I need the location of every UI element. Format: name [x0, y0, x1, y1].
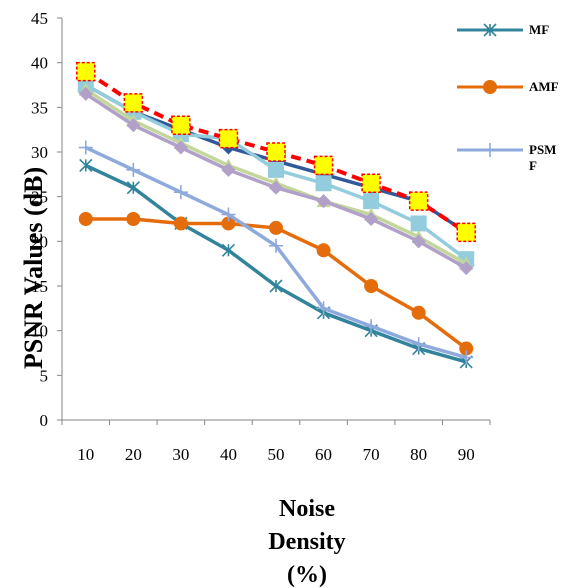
legend-point	[483, 80, 497, 94]
series-psmf-point	[364, 319, 379, 334]
series-7-point	[78, 86, 93, 101]
legend-item-amf: AMF	[457, 79, 559, 94]
series-psmf-point	[316, 301, 331, 316]
y-tick-label: 30	[31, 143, 48, 162]
legend-point	[483, 23, 497, 37]
x-tick-label: 20	[125, 445, 142, 464]
x-tick-label: 40	[220, 445, 237, 464]
series-psmf-point	[126, 162, 141, 177]
series-8-point	[266, 142, 286, 162]
series-8	[76, 61, 476, 243]
x-tick-label: 60	[315, 445, 332, 464]
y-tick-label: 40	[31, 54, 48, 73]
y-tick-label: 25	[31, 188, 48, 207]
legend-label-line: MF	[529, 22, 549, 37]
x-tick-label: 70	[363, 445, 380, 464]
series-7-point	[364, 212, 379, 226]
series-8-point	[76, 61, 96, 82]
series-amf-point	[364, 279, 379, 293]
series-8-point	[218, 128, 239, 149]
y-tick-label: 0	[40, 411, 49, 430]
series-7-point	[126, 118, 141, 133]
series-mf-line	[85, 163, 467, 364]
series-psmf-point	[411, 337, 426, 352]
x-tick-label: 10	[77, 445, 94, 464]
series-7-point	[173, 140, 188, 155]
x-tick-label: 50	[268, 445, 285, 464]
series-7-point	[316, 194, 331, 209]
legend-item-mf: MF	[457, 22, 549, 37]
series-8-point	[171, 115, 191, 135]
y-tick-label: 15	[31, 277, 48, 296]
series-5-point	[410, 215, 427, 232]
series-8-point	[313, 155, 334, 176]
legend-point	[483, 143, 497, 157]
series-amf-point	[411, 305, 426, 320]
series-mf-point	[79, 158, 93, 172]
legend-label: AMF	[529, 79, 559, 94]
series-psmf-point	[269, 238, 283, 253]
series-7-point	[221, 162, 236, 177]
x-tick-label: 30	[172, 445, 189, 464]
y-axis-label: PSNR Values (dB)	[19, 167, 48, 369]
x-tick-label: 90	[458, 445, 475, 464]
x-axis-label: Noise Density (%)	[268, 496, 345, 588]
series-amf-point	[126, 212, 141, 226]
series-amf-point	[173, 216, 188, 231]
series-amf	[78, 212, 474, 356]
series-amf-point	[221, 216, 236, 231]
x-axis-label-line: Density	[268, 529, 345, 555]
series-psmf-point	[221, 207, 236, 222]
legend: MF AMF PSM F	[457, 22, 559, 173]
series-layer	[76, 61, 476, 369]
axes: 0 5 10 15 20 25 30 35 40 45 10 20 30 40 50 60 70 80 90	[31, 9, 491, 464]
series-amf-point	[459, 341, 474, 356]
series-amf-point	[269, 220, 283, 235]
y-tick-label: 5	[40, 366, 49, 385]
series-7	[78, 86, 474, 276]
series-5-point	[363, 193, 380, 210]
y-tick-label: 10	[31, 322, 48, 341]
series-mf-point	[269, 279, 283, 293]
series-psmf	[78, 140, 474, 365]
series-8-point	[361, 173, 381, 194]
series-5-point	[268, 161, 284, 178]
series-mf-point	[126, 181, 140, 195]
legend-item-psmf: PSM F	[457, 142, 556, 173]
legend-label: PSM F	[529, 142, 556, 173]
legend-label-line: PSM	[529, 142, 556, 157]
series-8-point	[408, 191, 429, 211]
y-tick-label: 45	[31, 9, 48, 28]
series-amf-point	[316, 243, 331, 258]
legend-label: MF	[529, 22, 549, 37]
legend-label-line: F	[529, 158, 537, 173]
series-5-point	[315, 175, 332, 192]
x-tick-label: 80	[410, 445, 427, 464]
series-8-point	[456, 222, 476, 243]
series-mf-point	[221, 243, 236, 257]
y-tick-label: 35	[31, 98, 48, 117]
series-psmf-point	[78, 140, 93, 155]
series-7-point	[459, 261, 474, 276]
series-amf-point	[78, 212, 93, 226]
x-axis-label-line: (%)	[287, 562, 327, 588]
series-7-point	[411, 234, 426, 249]
legend-label-line: AMF	[529, 79, 559, 94]
y-tick-label: 20	[31, 232, 48, 251]
series-7-point	[269, 180, 283, 195]
series-8-point	[123, 93, 144, 113]
series-psmf-point	[173, 185, 188, 200]
x-axis-label-line: Noise	[279, 496, 335, 522]
series-psmf-point	[459, 350, 474, 365]
